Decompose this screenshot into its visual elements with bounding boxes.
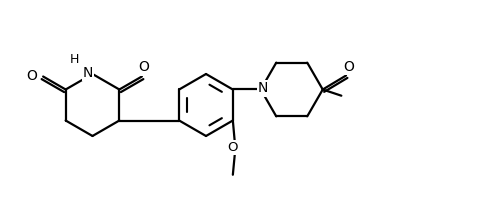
Text: O: O [227,141,237,154]
Text: N: N [258,81,268,95]
Text: O: O [26,69,38,83]
Text: O: O [343,60,354,74]
Text: N: N [83,66,93,80]
Text: H: H [70,54,78,66]
Text: O: O [138,60,149,75]
